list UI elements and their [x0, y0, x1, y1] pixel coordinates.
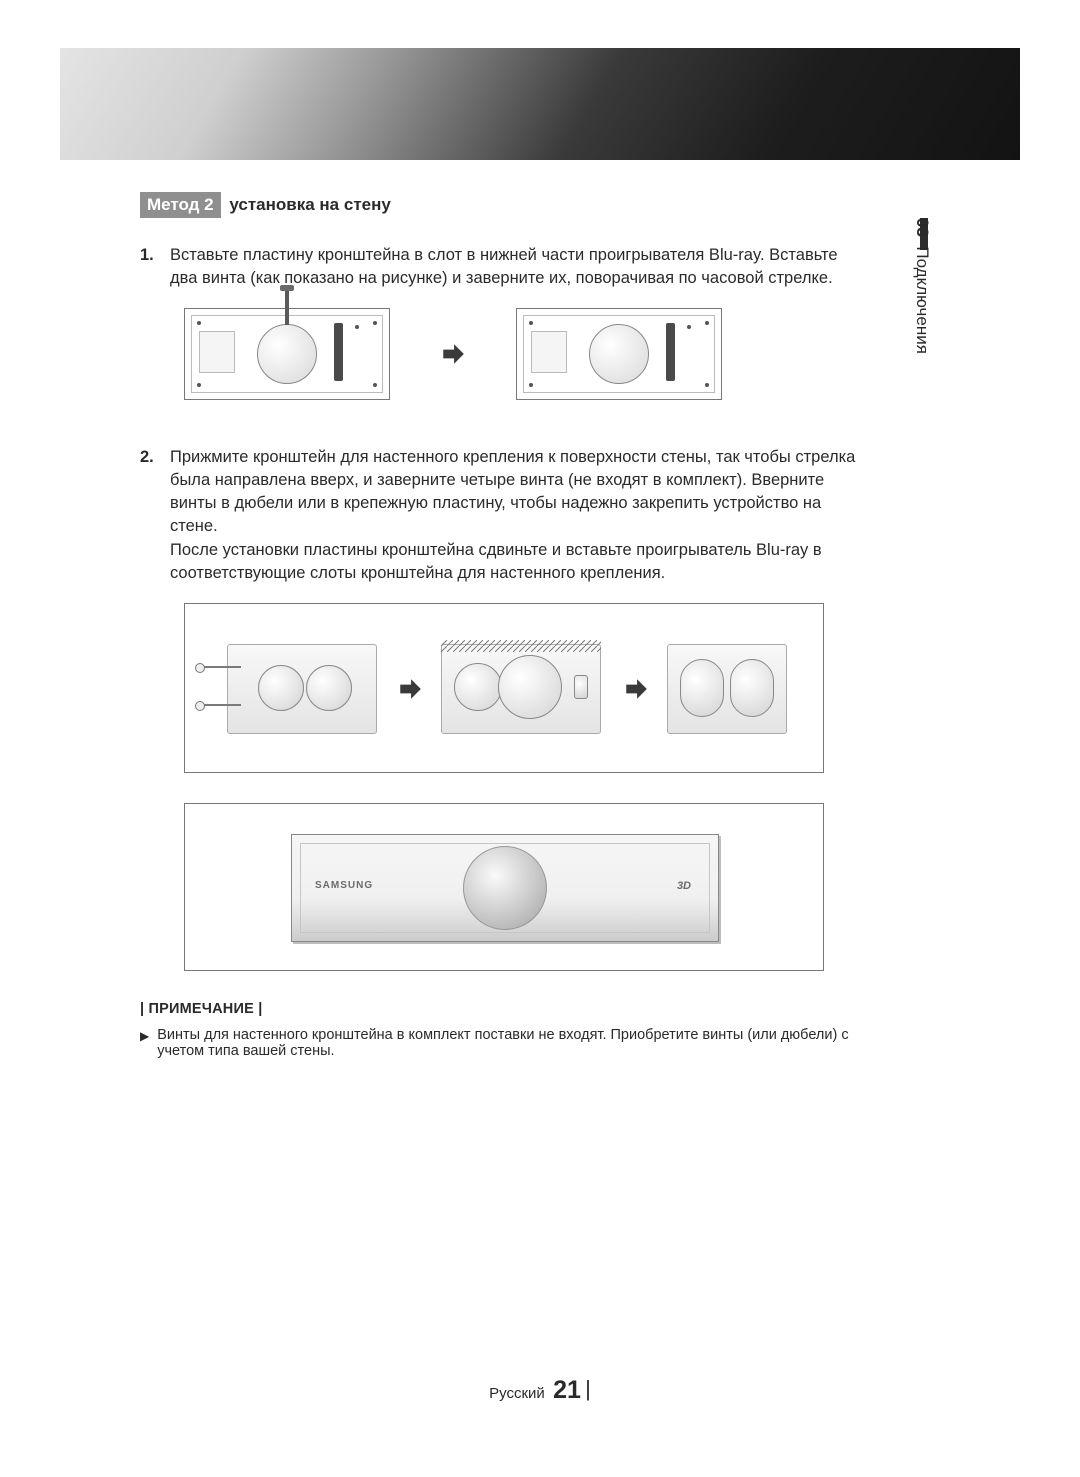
step-2-num: 2.: [140, 446, 170, 585]
figure-3: SAMSUNG 3D: [184, 803, 824, 971]
step-1-num: 1.: [140, 244, 170, 290]
arrow-right-icon: [623, 676, 649, 702]
page-footer: Русский 21 |: [0, 1376, 1080, 1405]
figure-3-mark: 3D: [677, 880, 691, 892]
footer-bar-icon: |: [585, 1376, 591, 1401]
footer-page: 21: [553, 1376, 581, 1404]
method-heading: Метод 2 установка на стену: [140, 192, 860, 218]
side-tab-text: 03 Подключения: [912, 218, 932, 354]
step-1-text: Вставьте пластину кронштейна в слот в ни…: [170, 244, 860, 290]
figure-3-brand: SAMSUNG: [315, 880, 373, 891]
side-tab: 03 Подключения: [900, 218, 928, 410]
figure-1-right: [516, 308, 722, 400]
hatching-icon: [441, 640, 601, 652]
step-2: 2. Прижмите кронштейн для настенного кре…: [140, 446, 860, 585]
header-banner: [60, 48, 1020, 160]
note-text: Винты для настенного кронштейна в компле…: [157, 1027, 860, 1059]
arrow-right-icon: [397, 676, 423, 702]
caret-right-icon: ▶: [140, 1029, 149, 1043]
side-tab-num: 03: [913, 218, 932, 237]
footer-lang: Русский: [489, 1385, 545, 1402]
side-tab-label: Подключения: [913, 246, 932, 354]
arrow-right-icon: [440, 341, 466, 367]
step-1: 1. Вставьте пластину кронштейна в слот в…: [140, 244, 860, 290]
disc-icon: [463, 846, 547, 930]
note-line: ▶ Винты для настенного кронштейна в комп…: [140, 1027, 860, 1059]
method-badge: Метод 2: [140, 192, 221, 218]
figure-1: [184, 308, 860, 400]
method-suffix: установка на стену: [229, 195, 390, 214]
note-header: | ПРИМЕЧАНИЕ |: [140, 1001, 860, 1017]
step-2-text: Прижмите кронштейн для настенного крепле…: [170, 446, 860, 585]
figure-2: [184, 603, 824, 773]
page-content: Метод 2 установка на стену 1. Вставьте п…: [140, 192, 860, 1059]
figure-1-left: [184, 308, 390, 400]
